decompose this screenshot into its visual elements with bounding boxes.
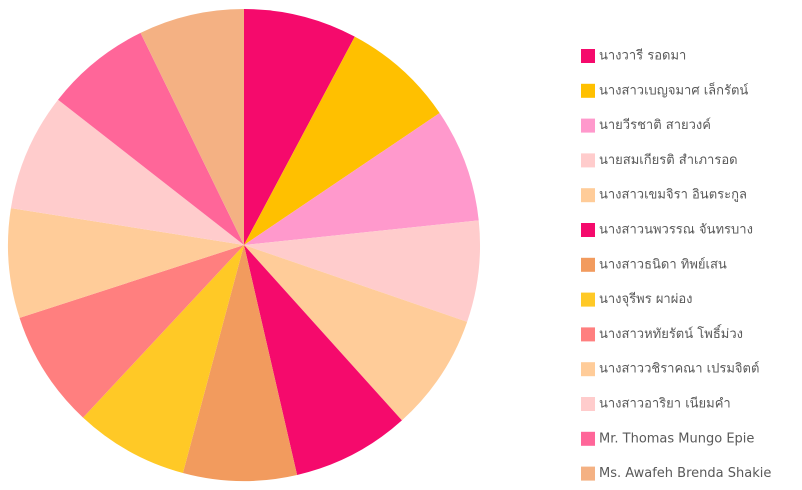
- pie-slice: [244, 9, 355, 245]
- legend-label: นายวีรชาติ สายวงค์: [599, 117, 711, 133]
- legend-swatch: [581, 292, 595, 307]
- legend-swatch: [581, 188, 595, 203]
- pie-slice: [7, 208, 245, 318]
- legend-label: นางจุรีพร ผาผ่อง: [599, 291, 693, 307]
- legend-label: นางสาวเบญจมาศ เล็กรัตน์: [599, 80, 748, 98]
- pie-slice: [140, 9, 244, 245]
- legend-swatch: [581, 431, 595, 446]
- pie-slice: [58, 32, 244, 245]
- legend-swatch: [581, 118, 595, 133]
- legend-label: นางสาวนพวรรณ จันทรบาง: [599, 223, 753, 238]
- legend-swatch: [581, 223, 595, 237]
- legend-label: นางสาวเขมจิรา อินตระกูล: [599, 188, 747, 203]
- pie-slice: [244, 245, 468, 421]
- legend-swatch: [581, 327, 595, 342]
- legend-label: นางวารี รอดมา: [599, 48, 686, 64]
- pie-slice: [244, 245, 402, 475]
- legend-swatch: [581, 83, 595, 98]
- pie-slice: [19, 245, 245, 418]
- legend-label: นางสาววชิราคณา เปรมจิตต์: [599, 361, 759, 377]
- pie-slice: [244, 220, 480, 322]
- legend-swatch: [581, 49, 595, 63]
- legend-label: Ms. Awafeh Brenda Shakie: [599, 466, 771, 481]
- legend-swatch: [581, 153, 595, 168]
- legend-label: นางสาวหทัยรัตน์ โพธิ์ม่วง: [599, 324, 743, 342]
- pie-slice: [83, 245, 244, 473]
- legend-swatch: [581, 257, 595, 272]
- pie-slice: [182, 245, 298, 482]
- pie-slice: [244, 113, 479, 245]
- legend-swatch: [581, 362, 595, 377]
- legend-label: นายสมเกียรติ สำเภารอด: [599, 152, 738, 168]
- legend-swatch: [581, 397, 595, 411]
- legend-swatch: [581, 466, 595, 481]
- pie-slice: [10, 99, 245, 246]
- legend-label: นางสาวธนิดา ทิพย์เสน: [599, 256, 727, 272]
- pie-slice: [244, 36, 440, 246]
- legend-label: นางสาวอาริยา เนียมคำ: [599, 396, 731, 412]
- legend-label: Mr. Thomas Mungo Epie: [599, 431, 754, 446]
